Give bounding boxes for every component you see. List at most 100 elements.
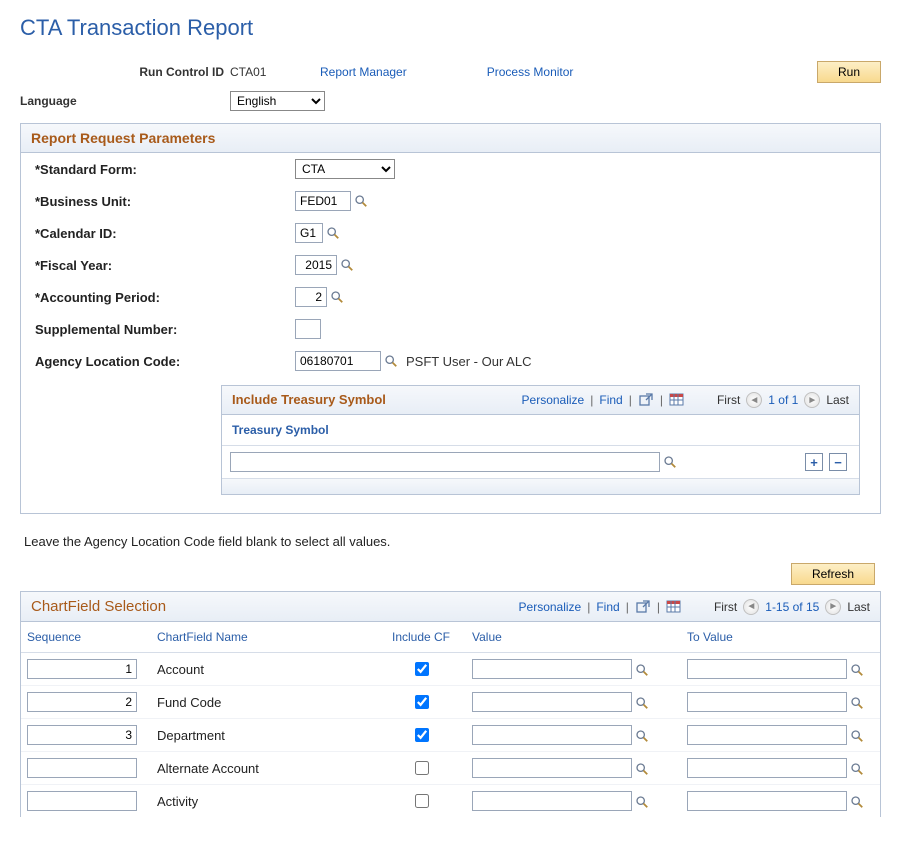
cf-value-lookup-icon[interactable] — [635, 729, 649, 743]
fiscal-year-input[interactable] — [295, 255, 337, 275]
cf-col-sequence[interactable]: Sequence — [21, 622, 151, 653]
cf-tovalue-input[interactable] — [687, 725, 847, 745]
run-control-id-value: CTA01 — [230, 65, 290, 79]
cf-include-checkbox[interactable] — [415, 695, 429, 709]
business-unit-label: *Business Unit: — [35, 194, 295, 209]
treasury-find-link[interactable]: Find — [599, 393, 622, 407]
fiscal-year-lookup-icon[interactable] — [340, 258, 354, 272]
cf-include-checkbox[interactable] — [415, 728, 429, 742]
treasury-zoom-icon[interactable] — [638, 392, 654, 408]
page-title: CTA Transaction Report — [20, 15, 881, 41]
cf-find-link[interactable]: Find — [596, 600, 619, 614]
agency-location-code-lookup-icon[interactable] — [384, 354, 398, 368]
cf-col-include[interactable]: Include CF — [376, 622, 466, 653]
treasury-delete-row-button[interactable]: − — [829, 453, 847, 471]
cf-sequence-input[interactable] — [27, 692, 137, 712]
cf-tovalue-input[interactable] — [687, 791, 847, 811]
cf-value-input[interactable] — [472, 758, 632, 778]
treasury-symbol-column[interactable]: Treasury Symbol — [232, 423, 329, 437]
cf-col-name[interactable]: ChartField Name — [151, 622, 376, 653]
fiscal-year-label: *Fiscal Year: — [35, 258, 295, 273]
chartfield-selection-panel: ChartField Selection Personalize | Find … — [20, 591, 881, 817]
treasury-count: 1 of 1 — [768, 393, 798, 407]
chartfield-grid: Sequence ChartField Name Include CF Valu… — [21, 622, 880, 817]
treasury-download-icon[interactable] — [669, 392, 685, 408]
cf-tovalue-input[interactable] — [687, 758, 847, 778]
cf-tovalue-lookup-icon[interactable] — [850, 729, 864, 743]
cf-value-input[interactable] — [472, 791, 632, 811]
treasury-first-label[interactable]: First — [717, 393, 740, 407]
cf-value-lookup-icon[interactable] — [635, 696, 649, 710]
cf-sequence-input[interactable] — [27, 791, 137, 811]
cf-first-label[interactable]: First — [714, 600, 737, 614]
language-row: Language English — [20, 91, 881, 111]
run-control-id-label: Run Control ID — [20, 65, 230, 79]
cf-value-input[interactable] — [472, 659, 632, 679]
cf-sequence-input[interactable] — [27, 659, 137, 679]
business-unit-lookup-icon[interactable] — [354, 194, 368, 208]
cf-personalize-link[interactable]: Personalize — [519, 600, 582, 614]
business-unit-input[interactable] — [295, 191, 351, 211]
treasury-personalize-link[interactable]: Personalize — [522, 393, 585, 407]
cf-download-icon[interactable] — [666, 599, 682, 615]
treasury-symbol-panel: Include Treasury Symbol Personalize | Fi… — [221, 385, 860, 495]
report-manager-link[interactable]: Report Manager — [320, 65, 407, 79]
cf-name-cell: Fund Code — [151, 686, 376, 719]
cf-tovalue-input[interactable] — [687, 692, 847, 712]
standard-form-select[interactable]: CTA — [295, 159, 395, 179]
process-monitor-link[interactable]: Process Monitor — [487, 65, 574, 79]
treasury-symbol-input[interactable] — [230, 452, 660, 472]
treasury-add-row-button[interactable]: + — [805, 453, 823, 471]
standard-form-label: *Standard Form: — [35, 162, 295, 177]
language-select[interactable]: English — [230, 91, 325, 111]
accounting-period-input[interactable] — [295, 287, 327, 307]
cf-prev-icon[interactable]: ◄ — [743, 599, 759, 615]
cf-include-checkbox[interactable] — [415, 794, 429, 808]
cf-name-cell: Department — [151, 719, 376, 752]
report-parameters-panel: Report Request Parameters *Standard Form… — [20, 123, 881, 514]
report-parameters-title: Report Request Parameters — [21, 124, 880, 153]
language-label: Language — [20, 94, 230, 108]
chartfield-selection-title: ChartField Selection — [31, 598, 166, 615]
cf-count: 1-15 of 15 — [765, 600, 819, 614]
cf-row: Alternate Account — [21, 752, 880, 785]
cf-tovalue-lookup-icon[interactable] — [850, 795, 864, 809]
cf-next-icon[interactable]: ► — [825, 599, 841, 615]
calendar-id-input[interactable] — [295, 223, 323, 243]
cf-tovalue-lookup-icon[interactable] — [850, 762, 864, 776]
top-bar: Run Control ID CTA01 Report Manager Proc… — [20, 61, 881, 83]
cf-value-lookup-icon[interactable] — [635, 663, 649, 677]
cf-value-lookup-icon[interactable] — [635, 795, 649, 809]
hint-text: Leave the Agency Location Code field bla… — [20, 528, 881, 563]
cf-value-input[interactable] — [472, 692, 632, 712]
supplemental-number-label: Supplemental Number: — [35, 322, 295, 337]
treasury-prev-icon[interactable]: ◄ — [746, 392, 762, 408]
cf-zoom-icon[interactable] — [635, 599, 651, 615]
cf-sequence-input[interactable] — [27, 758, 137, 778]
cf-tovalue-lookup-icon[interactable] — [850, 696, 864, 710]
cf-col-value[interactable]: Value — [466, 622, 681, 653]
cf-row: Account — [21, 653, 880, 686]
accounting-period-lookup-icon[interactable] — [330, 290, 344, 304]
cf-last-label[interactable]: Last — [847, 600, 870, 614]
cf-value-lookup-icon[interactable] — [635, 762, 649, 776]
cf-include-checkbox[interactable] — [415, 662, 429, 676]
refresh-button[interactable]: Refresh — [791, 563, 875, 585]
supplemental-number-input[interactable] — [295, 319, 321, 339]
treasury-next-icon[interactable]: ► — [804, 392, 820, 408]
cf-name-cell: Account — [151, 653, 376, 686]
cf-sequence-input[interactable] — [27, 725, 137, 745]
cf-include-checkbox[interactable] — [415, 761, 429, 775]
cf-name-cell: Activity — [151, 785, 376, 818]
run-button[interactable]: Run — [817, 61, 881, 83]
treasury-symbol-lookup-icon[interactable] — [663, 455, 677, 469]
cf-col-tovalue[interactable]: To Value — [681, 622, 880, 653]
cf-tovalue-lookup-icon[interactable] — [850, 663, 864, 677]
treasury-last-label[interactable]: Last — [826, 393, 849, 407]
calendar-id-lookup-icon[interactable] — [326, 226, 340, 240]
cf-value-input[interactable] — [472, 725, 632, 745]
calendar-id-label: *Calendar ID: — [35, 226, 295, 241]
cf-row: Fund Code — [21, 686, 880, 719]
agency-location-code-input[interactable] — [295, 351, 381, 371]
cf-tovalue-input[interactable] — [687, 659, 847, 679]
